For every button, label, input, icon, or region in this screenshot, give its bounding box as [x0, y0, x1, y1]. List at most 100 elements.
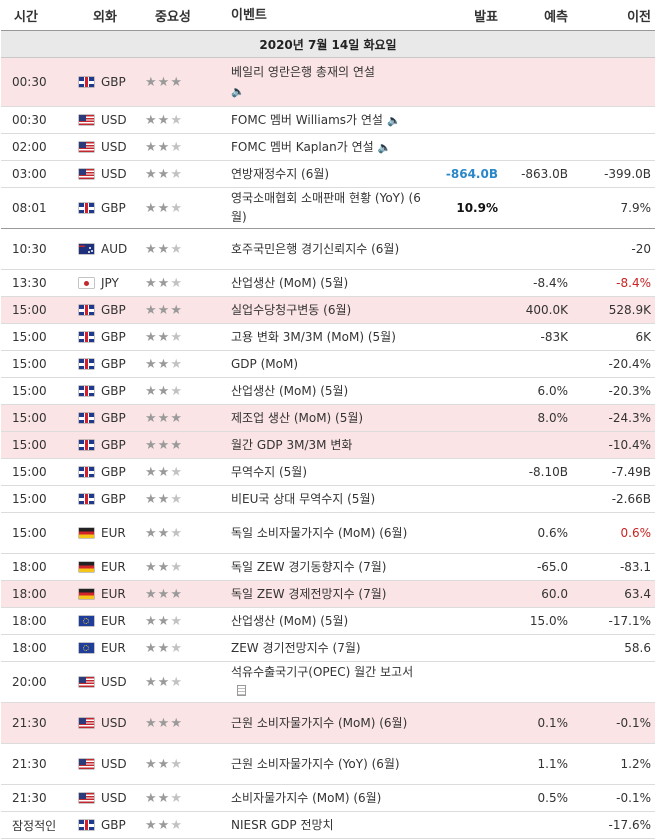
table-row[interactable]: 15:00 GBP ★★★ 월간 GDP 3M/3M 변화 -10.4%: [1, 432, 655, 459]
table-row[interactable]: 21:30 USD ★★★ 근원 소비자물가지수 (MoM) (6월) 0.1% -0.1…: [1, 703, 655, 744]
event-label[interactable]: 호주국민은행 경기신뢰지수 (6월): [231, 241, 400, 256]
table-row[interactable]: 18:00 EUR ★★★ 독일 ZEW 경제전망지수 (7월) 60.0 63.4: [1, 581, 655, 608]
event-name[interactable]: 독일 소비자물가지수 (MoM) (6월): [231, 521, 421, 546]
table-row[interactable]: 20:00 USD ★★★ 석유수출국기구(OPEC) 월간 보고서: [1, 662, 655, 703]
event-name[interactable]: GDP (MoM): [231, 352, 421, 377]
event-label[interactable]: 독일 ZEW 경제전망지수 (7월): [231, 586, 387, 601]
star-icon: ★: [145, 559, 158, 575]
event-label[interactable]: GDP (MoM): [231, 356, 299, 371]
event-label[interactable]: 산업생산 (MoM) (5월): [231, 613, 349, 628]
table-row[interactable]: 02:00 USD ★★★ FOMC 멤버 Kaplan가 연설 🔈: [1, 134, 655, 161]
table-row[interactable]: 21:30 USD ★★★ 소비자물가지수 (MoM) (6월) 0.5% -0.1%: [1, 785, 655, 812]
event-name[interactable]: FOMC 멤버 Williams가 연설 🔈: [231, 108, 421, 133]
table-row[interactable]: 15:00 GBP ★★★ GDP (MoM) -20.4%: [1, 351, 655, 378]
table-row[interactable]: 08:01 GBP ★★★ 영국소매협회 소매판매 현황 (YoY) (6월) 10.9…: [1, 188, 655, 229]
event-label[interactable]: NIESR GDP 전망치: [231, 817, 334, 832]
event-name[interactable]: 연방재정수지 (6월): [231, 162, 421, 187]
event-name[interactable]: 독일 ZEW 경제전망지수 (7월): [231, 582, 421, 607]
event-time: 15:00: [12, 303, 47, 317]
event-name[interactable]: 근원 소비자물가지수 (YoY) (6월): [231, 752, 421, 777]
event-name[interactable]: 영국소매협회 소매판매 현황 (YoY) (6월): [231, 186, 421, 230]
de-flag-icon: [79, 589, 94, 599]
star-icon: ★: [145, 275, 158, 291]
event-name[interactable]: 독일 ZEW 경기동향지수 (7월): [231, 555, 421, 580]
event-label[interactable]: 고용 변화 3M/3M (MoM) (5월): [231, 329, 396, 344]
star-icon: ★: [157, 674, 171, 690]
event-label[interactable]: 근원 소비자물가지수 (MoM) (6월): [231, 715, 408, 730]
event-name[interactable]: 소비자물가지수 (MoM) (6월): [231, 786, 421, 811]
forecast-value: -83K: [540, 330, 568, 344]
star-icon: ★: [157, 166, 171, 182]
table-row[interactable]: 18:00 EUR ★★★ 독일 ZEW 경기동향지수 (7월) -65.0 -83.1: [1, 554, 655, 581]
table-row[interactable]: 15:00 GBP ★★★ 실업수당청구변동 (6월) 400.0K 528.9K: [1, 297, 655, 324]
table-row[interactable]: 15:00 GBP ★★★ 비EU국 상대 무역수지 (5월) -2.66B: [1, 486, 655, 513]
star-icon: ★: [157, 613, 171, 629]
event-name[interactable]: ZEW 경기전망지수 (7월): [231, 636, 421, 661]
star-icon: ★: [170, 74, 183, 90]
event-label[interactable]: 비EU국 상대 무역수지 (5월): [231, 491, 376, 506]
table-row[interactable]: 15:00 GBP ★★★ 무역수지 (5월) -8.10B -7.49B: [1, 459, 655, 486]
event-label[interactable]: 제조업 생산 (MoM) (5월): [231, 410, 364, 425]
event-name[interactable]: 석유수출국기구(OPEC) 월간 보고서: [231, 660, 421, 704]
event-name[interactable]: 산업생산 (MoM) (5월): [231, 609, 421, 634]
table-row[interactable]: 15:00 GBP ★★★ 산업생산 (MoM) (5월) 6.0% -20.3%: [1, 378, 655, 405]
currency-code: GBP: [101, 411, 126, 425]
event-label[interactable]: FOMC 멤버 Williams가 연설: [231, 112, 383, 127]
event-label[interactable]: FOMC 멤버 Kaplan가 연설: [231, 139, 374, 154]
event-name[interactable]: 베일리 영란은행 총재의 연설 🔈: [231, 60, 421, 104]
event-label[interactable]: 베일리 영란은행 총재의 연설: [231, 65, 375, 79]
table-row[interactable]: 13:30 JPY ★★★ 산업생산 (MoM) (5월) -8.4% -8.4%: [1, 270, 655, 297]
star-icon: ★: [145, 613, 158, 629]
star-icon: ★: [170, 139, 183, 155]
table-row[interactable]: 03:00 USD ★★★ 연방재정수지 (6월) -864.0B -863.0B -399…: [1, 161, 655, 188]
table-row[interactable]: 21:30 USD ★★★ 근원 소비자물가지수 (YoY) (6월) 1.1% 1.2%: [1, 744, 655, 785]
event-time: 18:00: [12, 560, 47, 574]
star-icon: ★: [157, 586, 171, 602]
event-name[interactable]: 근원 소비자물가지수 (MoM) (6월): [231, 711, 421, 736]
event-label[interactable]: 석유수출국기구(OPEC) 월간 보고서: [231, 665, 414, 679]
table-row[interactable]: 18:00 EUR ★★★ 산업생산 (MoM) (5월) 15.0% -17.1%: [1, 608, 655, 635]
event-name[interactable]: 호주국민은행 경기신뢰지수 (6월): [231, 237, 421, 262]
event-label[interactable]: 소비자물가지수 (MoM) (6월): [231, 790, 382, 805]
table-row[interactable]: 잠정적인 GBP ★★★ NIESR GDP 전망치 -17.6%: [1, 812, 655, 839]
event-name[interactable]: 제조업 생산 (MoM) (5월): [231, 406, 421, 431]
event-label[interactable]: 산업생산 (MoM) (5월): [231, 383, 349, 398]
event-label[interactable]: ZEW 경기전망지수 (7월): [231, 640, 361, 655]
event-label[interactable]: 월간 GDP 3M/3M 변화: [231, 437, 353, 452]
table-row[interactable]: 15:00 GBP ★★★ 제조업 생산 (MoM) (5월) 8.0% -24.3%: [1, 405, 655, 432]
star-icon: ★: [157, 383, 171, 399]
event-label[interactable]: 산업생산 (MoM) (5월): [231, 275, 349, 290]
event-label[interactable]: 무역수지 (5월): [231, 464, 308, 479]
event-name[interactable]: 고용 변화 3M/3M (MoM) (5월): [231, 325, 421, 350]
event-label[interactable]: 실업수당청구변동 (6월): [231, 302, 352, 317]
table-row[interactable]: 18:00 EUR ★★★ ZEW 경기전망지수 (7월) 58.6: [1, 635, 655, 662]
event-name[interactable]: 실업수당청구변동 (6월): [231, 298, 421, 323]
event-label[interactable]: 근원 소비자물가지수 (YoY) (6월): [231, 756, 400, 771]
event-label[interactable]: 영국소매협회 소매판매 현황 (YoY) (6월): [231, 191, 421, 224]
importance-stars: ★★★: [143, 75, 231, 90]
table-row[interactable]: 00:30 USD ★★★ FOMC 멤버 Williams가 연설 🔈: [1, 107, 655, 134]
event-name[interactable]: 무역수지 (5월): [231, 460, 421, 485]
star-icon: ★: [170, 200, 183, 216]
table-row[interactable]: 15:00 EUR ★★★ 독일 소비자물가지수 (MoM) (6월) 0.6% 0.6%: [1, 513, 655, 554]
event-name[interactable]: 산업생산 (MoM) (5월): [231, 379, 421, 404]
event-currency: GBP: [63, 492, 143, 506]
star-icon: ★: [145, 383, 158, 399]
us-flag-icon: [79, 677, 94, 687]
table-row[interactable]: 15:00 GBP ★★★ 고용 변화 3M/3M (MoM) (5월) -83K 6K: [1, 324, 655, 351]
table-row[interactable]: 00:30 GBP ★★★ 베일리 영란은행 총재의 연설 🔈: [1, 58, 655, 107]
importance-stars: ★★★: [143, 113, 231, 128]
star-icon: ★: [170, 756, 183, 772]
event-name[interactable]: NIESR GDP 전망치: [231, 813, 421, 838]
event-name[interactable]: 월간 GDP 3M/3M 변화: [231, 433, 421, 458]
table-row[interactable]: 10:30 AUD ★★★ 호주국민은행 경기신뢰지수 (6월) -20: [1, 229, 655, 270]
event-currency: EUR: [63, 587, 143, 601]
event-name[interactable]: 비EU국 상대 무역수지 (5월): [231, 487, 421, 512]
event-label[interactable]: 독일 소비자물가지수 (MoM) (6월): [231, 525, 408, 540]
event-label[interactable]: 독일 ZEW 경기동향지수 (7월): [231, 559, 387, 574]
currency-code: GBP: [101, 303, 126, 317]
event-label[interactable]: 연방재정수지 (6월): [231, 166, 330, 181]
event-name[interactable]: FOMC 멤버 Kaplan가 연설 🔈: [231, 135, 421, 160]
event-name[interactable]: 산업생산 (MoM) (5월): [231, 271, 421, 296]
event-currency: GBP: [63, 465, 143, 479]
